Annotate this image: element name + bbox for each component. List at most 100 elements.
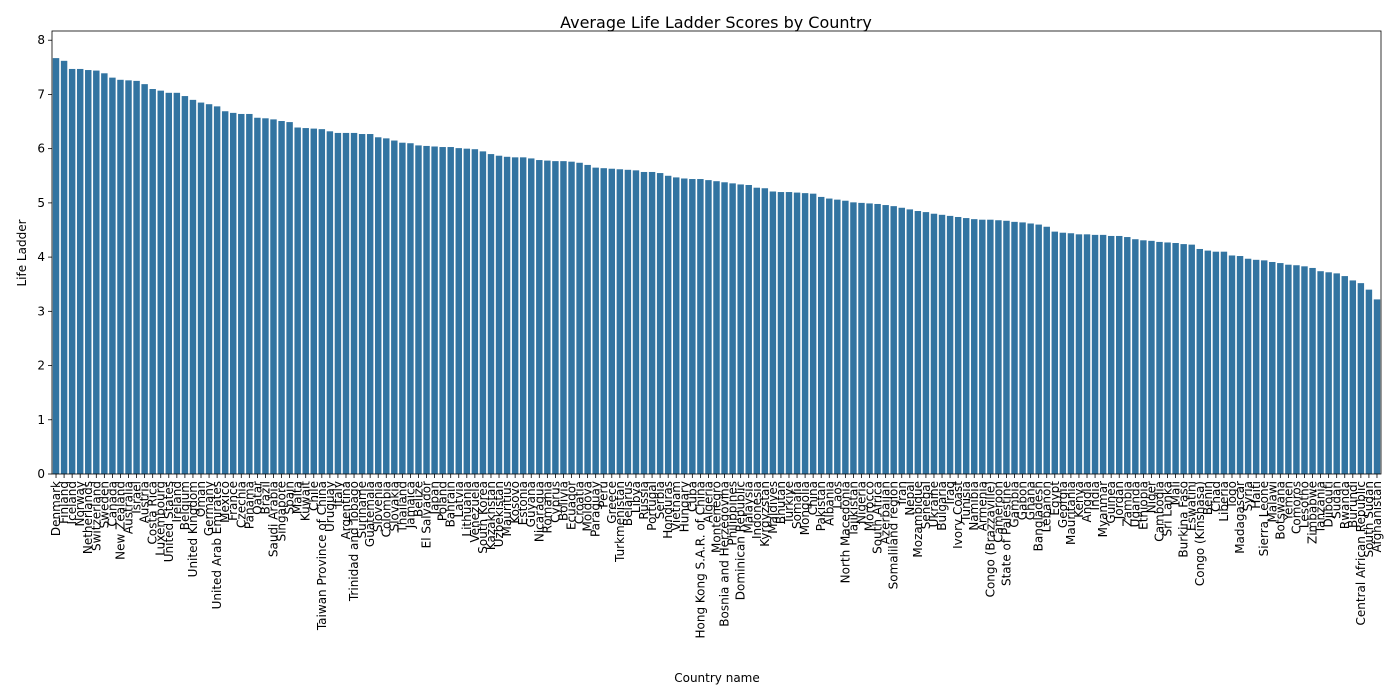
x-tick-label: Syria: [1241, 481, 1255, 511]
x-tick-label: China: [806, 481, 820, 515]
bar: [632, 170, 640, 474]
x-tick-label: Oman: [194, 481, 208, 517]
plot-frame: [51, 30, 1382, 475]
x-tick-label: El Salvador: [420, 481, 434, 548]
x-tick-label: Finland: [57, 481, 71, 524]
bar: [1051, 231, 1059, 474]
bar: [793, 192, 801, 474]
x-tick-label: France: [226, 481, 240, 521]
x-tick-label: Togo: [1225, 481, 1239, 510]
bar: [528, 158, 535, 474]
bar: [713, 181, 720, 474]
x-tick-label: State of Palestine: [999, 481, 1013, 586]
x-tick-label: Serbia: [653, 481, 667, 519]
bar: [1027, 223, 1034, 474]
bar: [979, 219, 986, 474]
x-tick-label: Sudan: [1330, 481, 1344, 519]
bar: [439, 147, 446, 474]
bar: [471, 149, 479, 474]
x-tick-label: Latvia: [452, 481, 466, 518]
bar: [205, 104, 213, 474]
x-tick-label: Taiwan Province of China: [315, 481, 329, 631]
x-tick-label: Malaysia: [742, 481, 756, 533]
bar: [1277, 263, 1284, 474]
y-tick-label: 8: [37, 33, 45, 47]
bar: [254, 117, 261, 475]
x-tick-label: Burundi: [1346, 481, 1360, 528]
x-tick-label: Brazil: [258, 481, 272, 515]
x-tick-label: Georgia: [1056, 481, 1070, 528]
bar: [906, 209, 914, 475]
bar: [1107, 235, 1115, 474]
bar: [1301, 266, 1308, 474]
x-tick-label: Chad: [1209, 481, 1223, 512]
bar: [874, 203, 881, 474]
bar: [1116, 235, 1123, 474]
x-tick-label: Tunisia: [959, 481, 973, 523]
x-tick-label: Gabon: [1016, 481, 1030, 520]
bar: [769, 191, 777, 474]
x-tick-label: Benin: [1201, 481, 1215, 515]
x-tick-label: Iraq: [943, 481, 957, 504]
x-tick-label: Rwanda: [1338, 481, 1352, 529]
x-tick-label: Niger: [1144, 481, 1158, 513]
bar: [850, 202, 857, 475]
bar: [914, 211, 922, 474]
bar: [866, 203, 873, 474]
x-tick-label: Congo (Brazzaville): [983, 481, 997, 597]
x-tick-label: Mexico: [218, 481, 232, 523]
x-tick-label: Haiti: [1249, 481, 1263, 509]
x-tick-label: Qatar: [250, 481, 264, 515]
bar: [809, 193, 817, 474]
bar: [544, 160, 551, 474]
y-tick-label: 0: [37, 467, 45, 481]
bar: [1011, 221, 1018, 474]
bar: [1156, 241, 1163, 474]
bar: [374, 137, 382, 475]
bar: [1252, 259, 1260, 474]
bar: [592, 167, 599, 475]
bar: [350, 132, 358, 475]
x-tick-label: South Africa: [871, 481, 885, 554]
bar: [584, 164, 591, 474]
bar: [826, 198, 833, 475]
bar: [511, 157, 519, 474]
x-tick-label: Philippines: [726, 481, 740, 546]
bar: [68, 68, 76, 474]
bar: [342, 132, 350, 475]
bar: [246, 113, 253, 475]
bar: [230, 112, 237, 474]
bar: [1124, 237, 1131, 474]
bar: [93, 70, 100, 475]
x-tick-label: Sri Lanka: [1161, 481, 1175, 536]
x-tick-label: Indonesia: [750, 481, 764, 539]
bar: [1212, 251, 1220, 474]
x-tick-label: Yemen: [1281, 481, 1295, 522]
x-tick-label: Luxembourg: [154, 481, 168, 556]
x-tick-label: Bulgaria: [935, 481, 949, 531]
bar: [1309, 267, 1316, 474]
bar: [938, 214, 946, 474]
x-tick-label: Ireland: [170, 481, 184, 523]
x-tick-label: Malta: [291, 481, 305, 514]
y-tick-label: 2: [37, 359, 45, 373]
bar: [817, 196, 825, 474]
x-tick-label: Mozambique: [911, 481, 925, 558]
bar: [447, 147, 454, 474]
x-tick-label: Cyprus: [548, 481, 562, 523]
x-tick-label: Laos: [830, 481, 844, 509]
x-tick-label: Somalia: [790, 481, 804, 529]
x-tick-label: Armenia: [975, 481, 989, 531]
x-tick-label: Thailand: [395, 481, 409, 534]
x-tick-label: Ukraine: [927, 481, 941, 527]
bar: [133, 80, 140, 474]
bar: [1325, 272, 1332, 474]
bar: [101, 73, 108, 474]
x-tick-label: Panama: [242, 481, 256, 529]
bar: [76, 68, 84, 474]
x-tick-label: Belgium: [178, 481, 192, 530]
bar: [238, 113, 245, 475]
bar: [946, 215, 954, 474]
bar: [576, 162, 583, 474]
x-tick-label: Cambodia: [1153, 481, 1167, 542]
